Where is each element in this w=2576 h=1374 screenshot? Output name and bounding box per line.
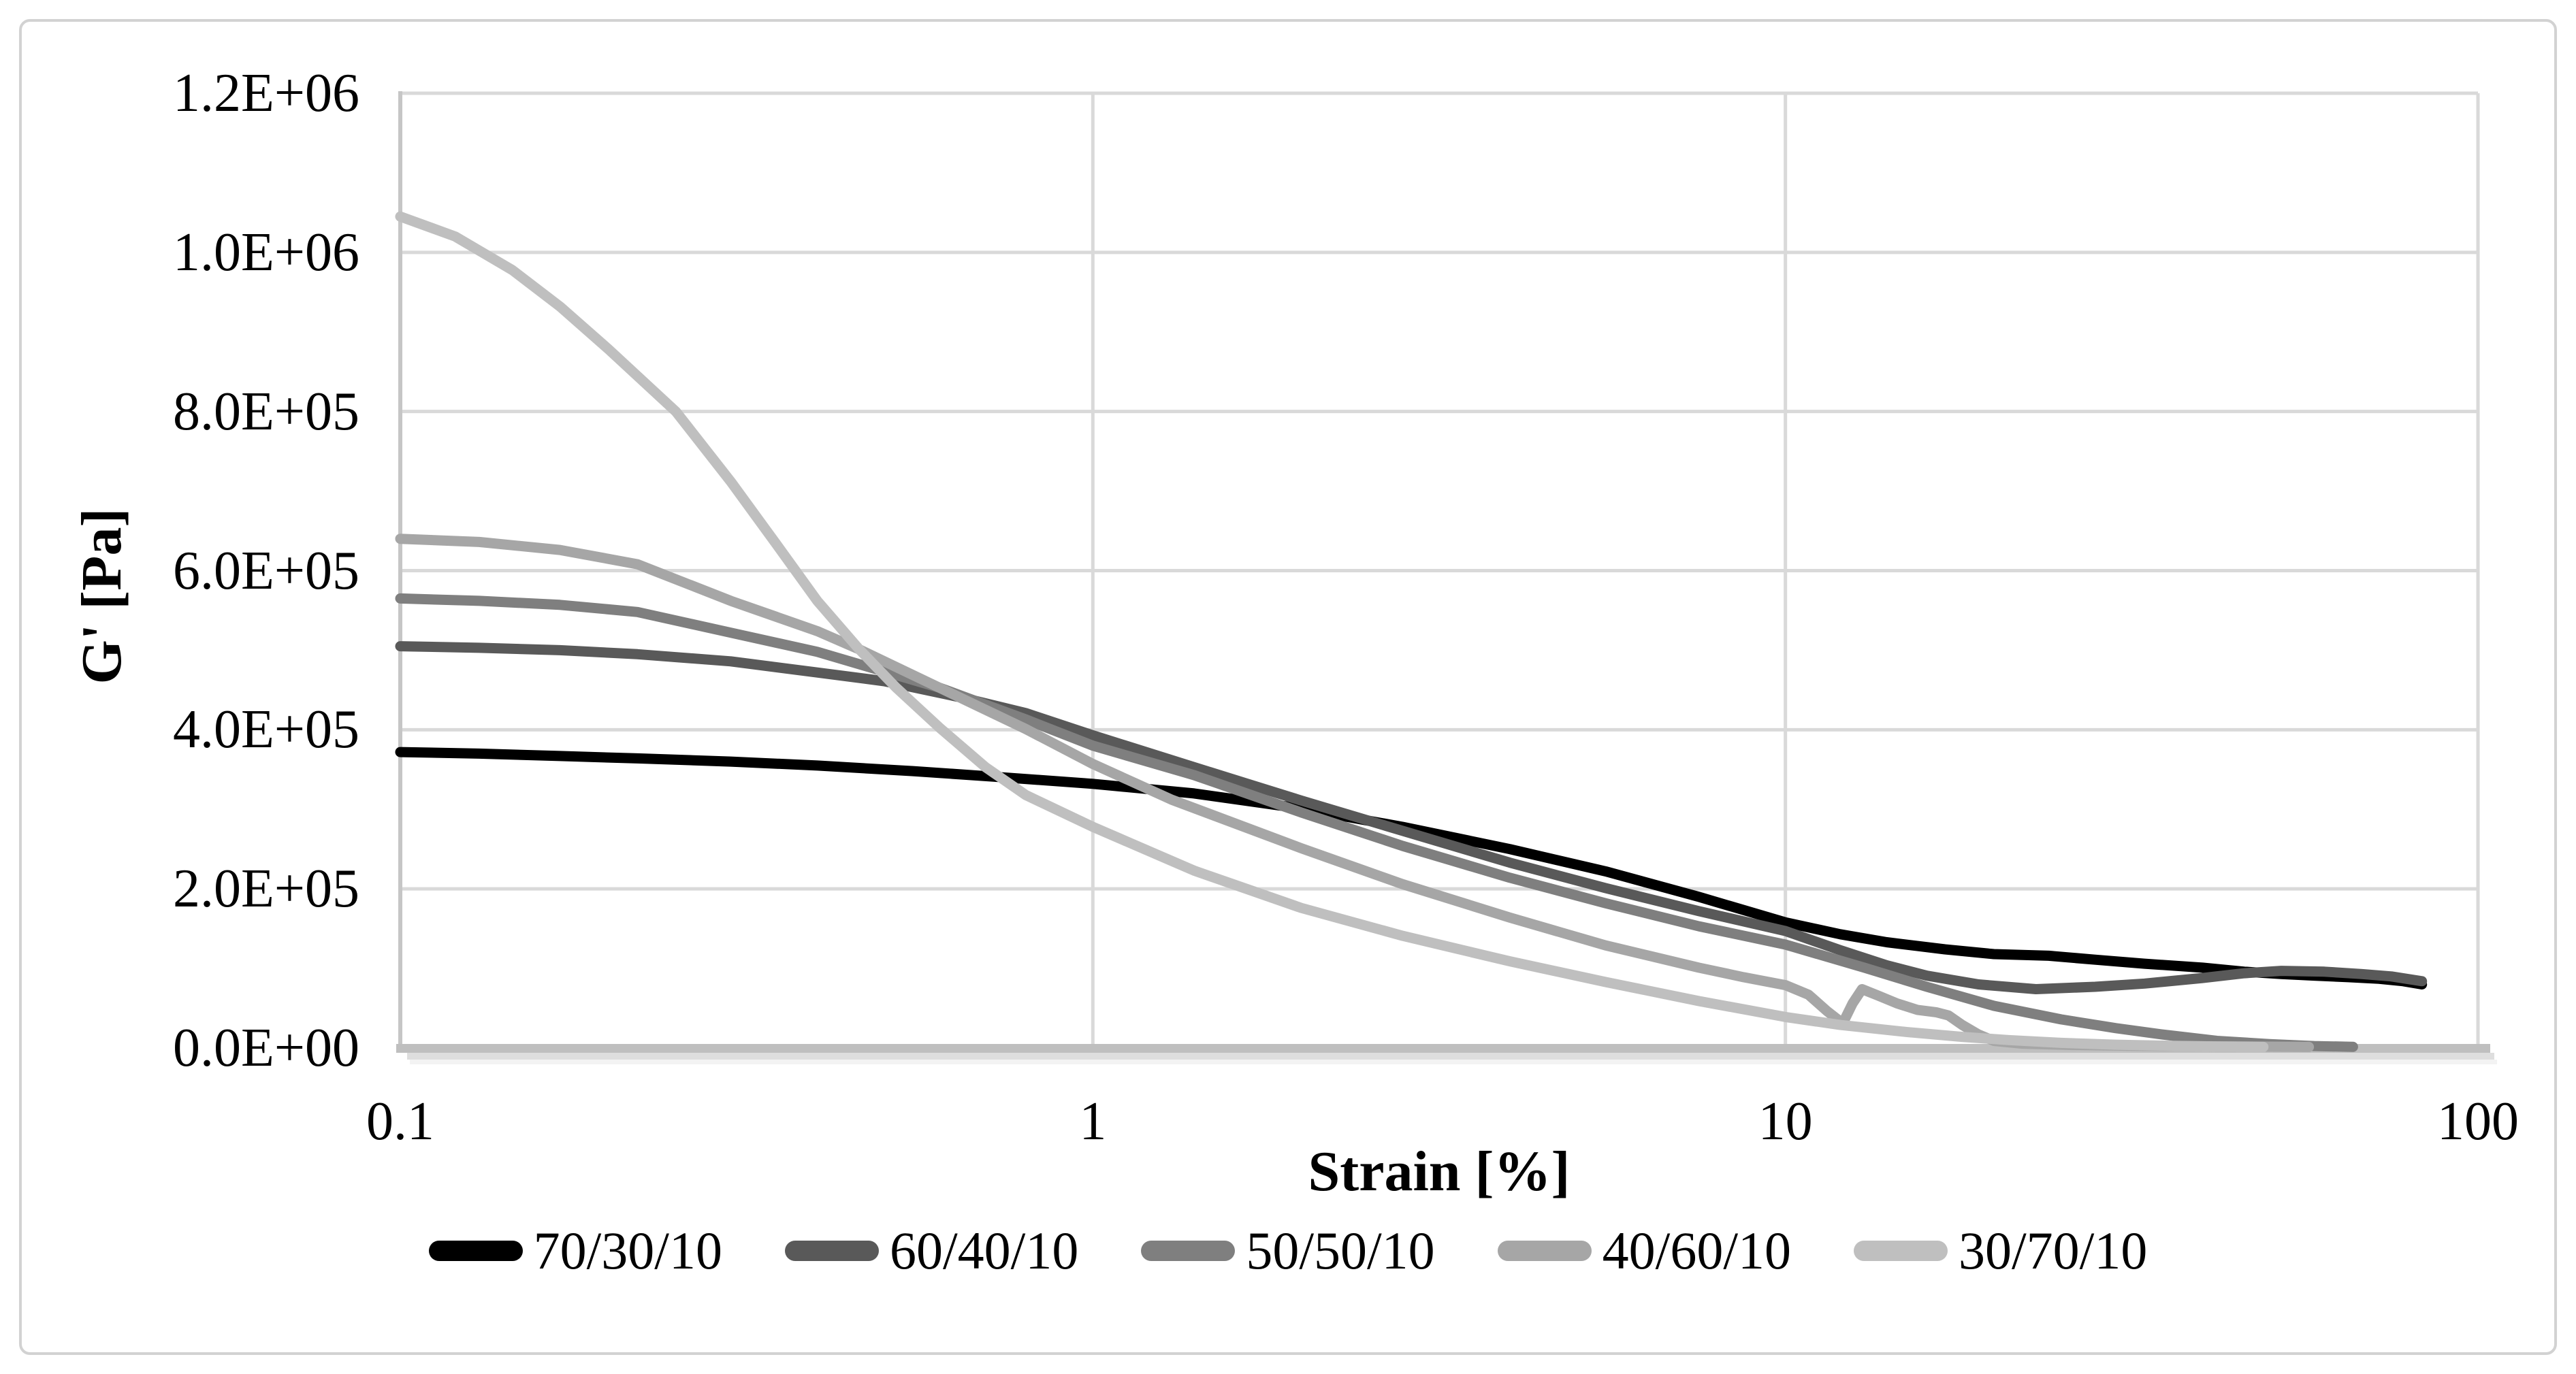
- legend-item: 30/70/10: [1854, 1213, 2147, 1288]
- legend: 70/30/10 60/40/10 50/50/10 40/60/10 30/70/10: [0, 1210, 2576, 1292]
- y-tick-label: 4.0E+05: [173, 700, 359, 760]
- x-axis-shadow: [407, 1053, 2494, 1060]
- legend-swatch: [1497, 1241, 1592, 1261]
- legend-label: 50/50/10: [1246, 1221, 1435, 1280]
- legend-swatch: [1854, 1241, 1948, 1261]
- series-line-70-30-10: [395, 747, 2428, 989]
- legend-swatch: [784, 1241, 879, 1261]
- legend-item: 40/60/10: [1497, 1213, 1792, 1288]
- y-tick-label: 1.2E+06: [173, 63, 359, 123]
- x-axis-title: Strain [%]: [1308, 1140, 1571, 1203]
- x-tick-label: 10: [1758, 1092, 1813, 1151]
- series-line-30-70-10: [395, 211, 2269, 1052]
- legend-label: 70/30/10: [533, 1221, 722, 1280]
- legend-item: 70/30/10: [428, 1213, 722, 1288]
- legend-label: 30/70/10: [1959, 1221, 2148, 1280]
- x-tick-label: 100: [2437, 1092, 2519, 1151]
- legend-item: 60/40/10: [784, 1213, 1079, 1288]
- y-tick-label: 8.0E+05: [173, 381, 359, 442]
- x-axis-line: [396, 1044, 2490, 1053]
- series-line-40-60-10: [395, 534, 2315, 1052]
- legend-label: 40/60/10: [1602, 1221, 1792, 1280]
- legend-item: 50/50/10: [1141, 1213, 1435, 1288]
- legend-swatch: [1141, 1241, 1236, 1261]
- legend-label: 60/40/10: [889, 1221, 1079, 1280]
- y-tick-label: 0.0E+00: [173, 1018, 359, 1078]
- y-tick-label: 6.0E+05: [173, 540, 359, 601]
- x-axis-shadow: [410, 1060, 2497, 1064]
- series-line-50-50-10: [395, 593, 2358, 1052]
- x-tick-label: 0.1: [366, 1092, 434, 1151]
- y-tick-label: 1.0E+06: [173, 222, 359, 282]
- x-tick-label: 1: [1079, 1092, 1107, 1151]
- chart-frame: [19, 19, 2557, 1355]
- legend-swatch: [428, 1241, 523, 1261]
- series-line-60-40-10: [395, 641, 2428, 994]
- y-tick-label: 2.0E+05: [173, 859, 359, 919]
